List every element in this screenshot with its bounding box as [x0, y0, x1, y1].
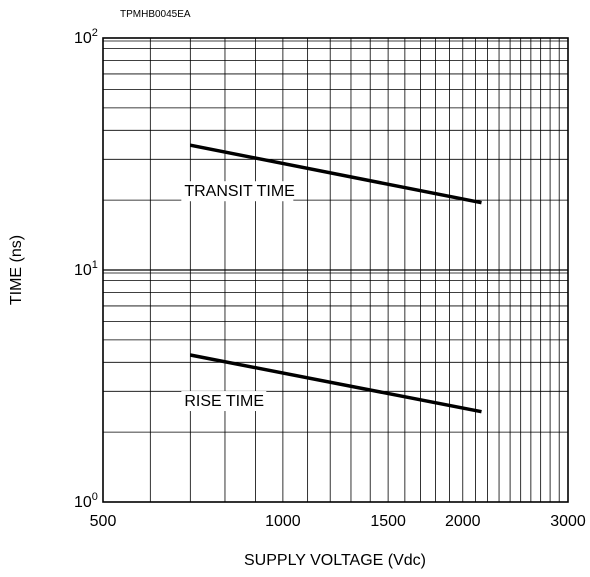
y-tick-base: 10	[74, 262, 92, 279]
y-tick-exponent: 0	[92, 491, 98, 503]
x-tick-label: 500	[90, 513, 117, 530]
y-tick-label: 102	[74, 27, 98, 47]
series-label: TRANSIT TIME	[184, 183, 295, 200]
x-tick-label: 3000	[550, 513, 586, 530]
y-tick-label: 100	[74, 491, 98, 511]
y-tick-label: 101	[74, 259, 98, 279]
x-tick-label: 1000	[265, 513, 301, 530]
y-axis-label: TIME (ns)	[8, 235, 25, 305]
x-tick-label: 1500	[370, 513, 406, 530]
x-tick-labels: 500 1000 1500 2000 3000	[90, 513, 586, 530]
series-label: RISE TIME	[184, 393, 264, 410]
x-tick-label: 2000	[445, 513, 481, 530]
y-tick-base: 10	[74, 30, 92, 47]
series-group: TRANSIT TIME RISE TIME	[181, 145, 481, 412]
y-tick-base: 10	[74, 494, 92, 511]
figure-code: TPMHB0045EA	[120, 9, 191, 20]
grid	[103, 38, 568, 502]
y-tick-exponent: 2	[92, 27, 98, 39]
x-axis-label: SUPPLY VOLTAGE (Vdc)	[244, 552, 426, 569]
y-tick-exponent: 1	[92, 259, 98, 271]
